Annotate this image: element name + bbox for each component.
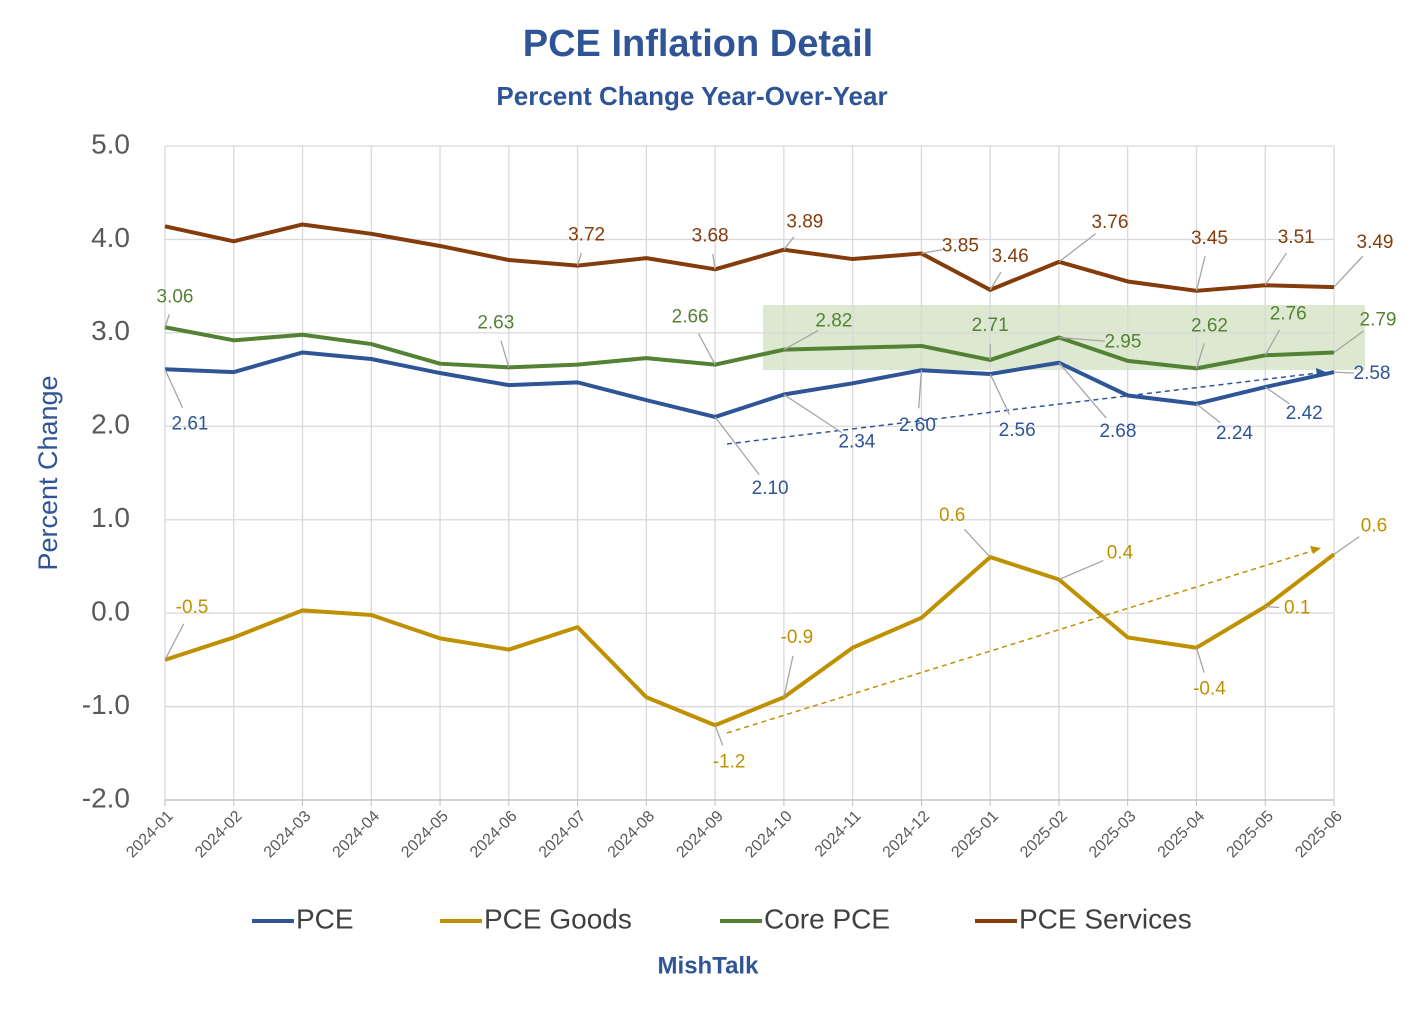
leader-line bbox=[1265, 605, 1280, 609]
data-label: 3.06 bbox=[157, 286, 194, 307]
data-label: 2.61 bbox=[172, 413, 209, 434]
y-tick-label: 2.0 bbox=[91, 409, 130, 440]
arrow-head bbox=[1310, 546, 1321, 554]
leader-line bbox=[164, 369, 184, 409]
y-tick-label: 4.0 bbox=[91, 222, 130, 253]
series-line bbox=[164, 350, 1335, 419]
y-tick-label: -2.0 bbox=[82, 782, 130, 813]
leader-line bbox=[164, 623, 185, 661]
series-line bbox=[164, 552, 1336, 728]
data-label: 3.68 bbox=[692, 225, 729, 246]
data-label: -0.9 bbox=[781, 627, 814, 648]
leader-line bbox=[500, 340, 510, 368]
leader-line bbox=[697, 333, 716, 365]
data-label: 3.51 bbox=[1278, 227, 1315, 248]
data-label: 3.76 bbox=[1091, 212, 1128, 233]
data-label: -0.4 bbox=[1193, 679, 1226, 700]
leader-line bbox=[989, 271, 1002, 291]
leader-line bbox=[1333, 330, 1364, 354]
leader-line bbox=[783, 393, 843, 434]
legend-label: PCE Services bbox=[1019, 903, 1192, 934]
leader-line bbox=[1058, 336, 1106, 342]
leader-line bbox=[783, 655, 794, 698]
data-label: 2.60 bbox=[899, 415, 936, 436]
leader-line bbox=[783, 329, 819, 351]
leader-line bbox=[1264, 252, 1287, 286]
data-label: 2.56 bbox=[999, 420, 1036, 441]
leader-line bbox=[1195, 343, 1205, 369]
leader-line bbox=[1058, 362, 1107, 419]
data-label: 2.10 bbox=[752, 478, 789, 499]
chart-title: PCE Inflation Detail bbox=[523, 23, 873, 65]
chart-subtitle: Percent Change Year-Over-Year bbox=[496, 81, 887, 111]
data-label: -1.2 bbox=[713, 751, 746, 772]
data-label: 3.72 bbox=[568, 225, 605, 246]
leader-line bbox=[1195, 256, 1206, 291]
data-label: 2.95 bbox=[1104, 332, 1141, 353]
data-label: 2.34 bbox=[838, 432, 875, 453]
leader-line bbox=[1264, 386, 1290, 405]
trend-arrow bbox=[726, 550, 1313, 734]
y-tick-label: 0.0 bbox=[91, 596, 130, 627]
leader-line bbox=[783, 236, 795, 251]
data-label: 3.49 bbox=[1357, 232, 1394, 253]
leader-line bbox=[1195, 647, 1205, 673]
series-line bbox=[164, 325, 1335, 371]
leader-line bbox=[1264, 329, 1280, 356]
data-label: 3.89 bbox=[786, 212, 823, 233]
data-label: 3.45 bbox=[1191, 228, 1228, 249]
leader-line bbox=[921, 248, 943, 255]
data-label: 2.66 bbox=[672, 307, 709, 328]
trend-arrow bbox=[726, 372, 1319, 445]
leader-line bbox=[963, 528, 991, 558]
series-line bbox=[164, 222, 1335, 293]
leader-line bbox=[164, 314, 170, 328]
y-axis-title: Percent Change bbox=[33, 375, 63, 570]
data-label: 3.85 bbox=[942, 235, 979, 256]
leader-line bbox=[1333, 371, 1355, 374]
leader-line bbox=[989, 373, 1011, 415]
data-label: 2.62 bbox=[1191, 315, 1228, 336]
data-label: 2.42 bbox=[1286, 403, 1323, 424]
y-tick-label: 5.0 bbox=[91, 128, 130, 159]
leader-line bbox=[714, 725, 724, 746]
data-label: 2.76 bbox=[1270, 303, 1307, 324]
footer: MishTalk bbox=[658, 952, 760, 979]
y-tick-label: -1.0 bbox=[82, 689, 130, 720]
leader-line bbox=[1196, 403, 1221, 424]
data-label: 2.68 bbox=[1099, 421, 1136, 442]
data-label: 2.24 bbox=[1216, 423, 1253, 444]
leader-line bbox=[1333, 536, 1360, 555]
data-label: 2.71 bbox=[972, 315, 1009, 336]
data-label: 0.4 bbox=[1107, 543, 1134, 564]
leader-line bbox=[1058, 559, 1104, 581]
legend-label: PCE Goods bbox=[484, 903, 632, 934]
leader-line bbox=[712, 254, 716, 270]
data-label: 2.58 bbox=[1354, 363, 1391, 384]
leader-line bbox=[714, 416, 760, 476]
data-label: 0.6 bbox=[939, 505, 965, 526]
data-label: 0.6 bbox=[1361, 515, 1387, 536]
data-label: 2.82 bbox=[815, 311, 852, 332]
data-label: 2.79 bbox=[1360, 309, 1397, 330]
leader-line bbox=[1333, 255, 1364, 288]
data-label: 2.63 bbox=[477, 312, 514, 333]
data-label: 0.1 bbox=[1284, 598, 1310, 619]
data-label: -0.5 bbox=[176, 597, 209, 618]
y-tick-label: 1.0 bbox=[91, 502, 130, 533]
data-label: 3.46 bbox=[992, 246, 1029, 267]
leader-line bbox=[576, 252, 583, 266]
leader-line bbox=[918, 370, 923, 409]
y-tick-label: 3.0 bbox=[91, 315, 130, 346]
legend-label: PCE bbox=[296, 903, 354, 934]
legend-label: Core PCE bbox=[764, 903, 890, 934]
leader-line bbox=[1058, 233, 1097, 263]
